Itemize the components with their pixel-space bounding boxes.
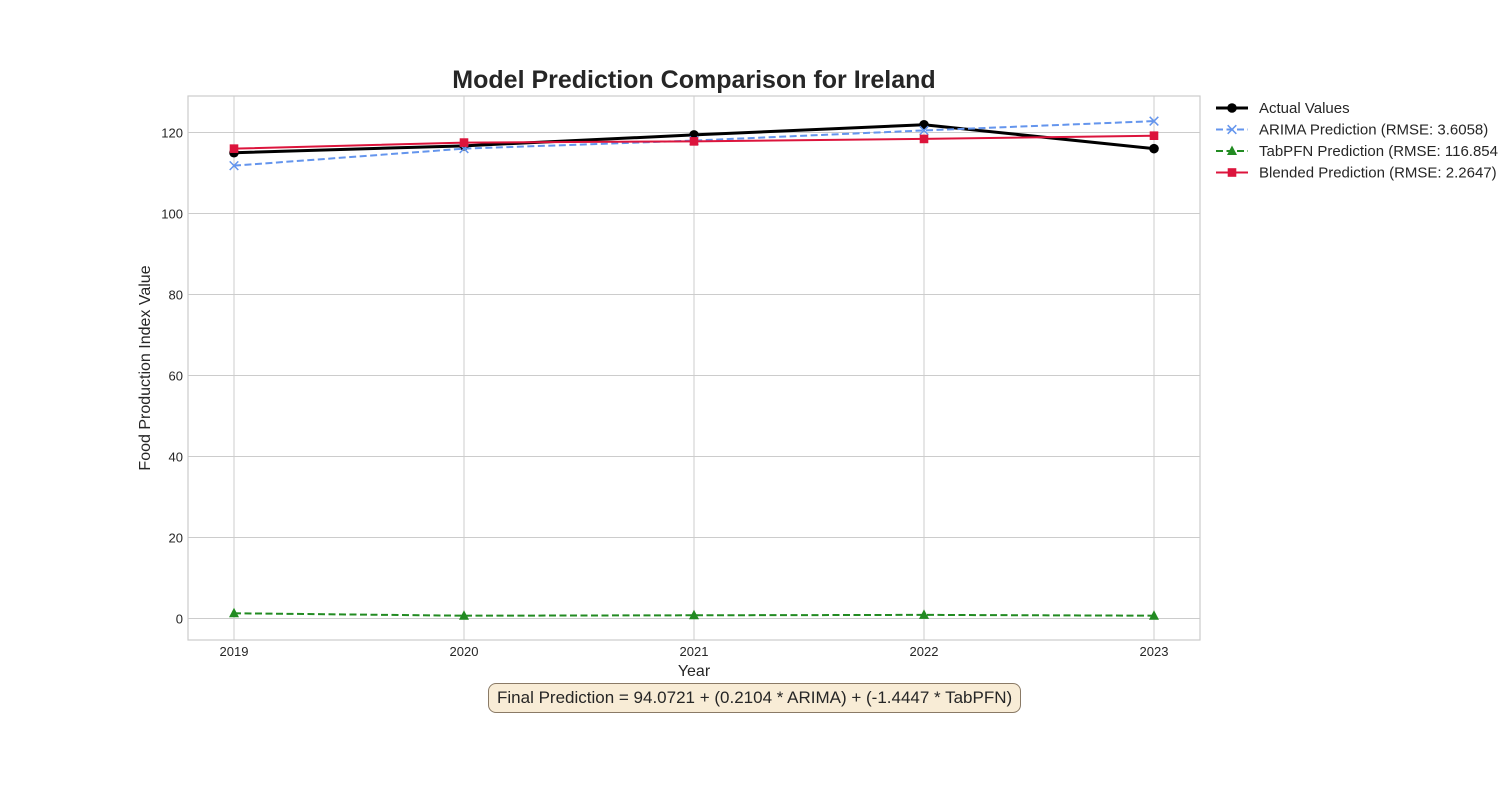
legend-marker xyxy=(1227,168,1237,177)
data-point xyxy=(1149,143,1159,154)
legend-entry: Actual Values xyxy=(1216,100,1350,117)
y-tick-label: 60 xyxy=(169,368,183,383)
data-point xyxy=(229,144,239,153)
data-point xyxy=(459,610,469,620)
series-3 xyxy=(229,607,1159,620)
legend-marker xyxy=(1227,124,1237,135)
data-point xyxy=(689,609,699,620)
grid xyxy=(188,96,1200,640)
x-tick-label: 2021 xyxy=(680,644,709,659)
legend-marker xyxy=(1227,103,1237,113)
data-point xyxy=(1149,131,1159,140)
x-tick-label: 2019 xyxy=(220,644,249,659)
x-tick-label: 2023 xyxy=(1140,644,1169,659)
data-point xyxy=(689,137,699,146)
tick-labels: 0 20 40 60 80 100 120 2019 2020 2021 2022 2023 xyxy=(161,125,1168,659)
chart-title: Model Prediction Comparison for Ireland xyxy=(452,66,935,94)
plot-series xyxy=(229,116,1159,620)
legend-label: Actual Values xyxy=(1259,100,1350,117)
legend-label: Blended Prediction (RMSE: 2.2647) xyxy=(1259,165,1497,182)
formula-annotation: Final Prediction = 94.0721 + (0.2104 * A… xyxy=(488,683,1022,713)
legend-marker xyxy=(1227,145,1237,155)
series-4 xyxy=(229,131,1159,153)
legend-label: ARIMA Prediction (RMSE: 3.6058) xyxy=(1259,122,1488,139)
data-point xyxy=(1149,116,1159,126)
legend-label: TabPFN Prediction (RMSE: 116.854 xyxy=(1259,143,1498,160)
legend-entry: ARIMA Prediction (RMSE: 3.6058) xyxy=(1216,122,1488,139)
y-tick-label: 80 xyxy=(169,287,183,302)
y-tick-label: 20 xyxy=(169,531,183,546)
x-tick-label: 2020 xyxy=(450,644,479,659)
y-tick-label: 100 xyxy=(161,206,183,221)
data-point xyxy=(919,609,929,619)
legend-entry: TabPFN Prediction (RMSE: 116.854 xyxy=(1216,143,1498,160)
y-axis-label: Food Production Index Value xyxy=(137,265,154,470)
plot-frame xyxy=(187,95,1201,641)
legend: Actual Values ARIMA Prediction (RMSE: 3.6… xyxy=(1216,100,1498,182)
data-point xyxy=(1149,610,1159,620)
y-tick-label: 0 xyxy=(176,612,183,627)
data-point xyxy=(229,607,239,618)
data-point xyxy=(229,160,239,171)
y-tick-label: 120 xyxy=(161,125,183,140)
series-line xyxy=(233,120,1155,167)
data-point xyxy=(459,138,469,147)
y-tick-label: 40 xyxy=(169,450,183,465)
series-line xyxy=(233,612,1155,617)
data-point xyxy=(919,134,929,144)
legend-entry: Blended Prediction (RMSE: 2.2647) xyxy=(1216,165,1497,182)
x-axis-label: Year xyxy=(678,663,711,680)
data-point xyxy=(919,125,929,136)
x-tick-label: 2022 xyxy=(910,644,939,659)
